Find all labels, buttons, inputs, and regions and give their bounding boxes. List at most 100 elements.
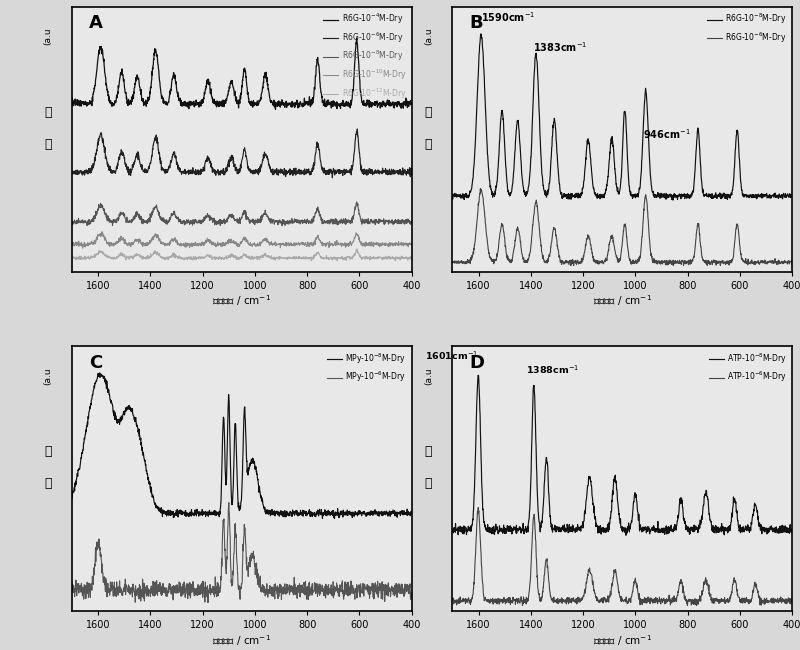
MPy-10$^{-8}$M-Dry [95, 369, 105, 377]
R6G-10$^{-8}$M-Dry [67, 218, 77, 226]
MPy-10$^{-6}$M-Dry [214, 584, 223, 592]
R6G-10$^{-10}$M-Dry [98, 227, 107, 235]
R6G-10$^{-4}$M-Dry [102, 88, 112, 96]
ATP-10$^{-8}$M-Dry [785, 529, 794, 537]
Text: 1601cm$^{-1}$: 1601cm$^{-1}$ [425, 350, 478, 362]
ATP-10$^{-8}$M-Dry [635, 521, 645, 529]
Legend: R6G-10$^{-8}$M-Dry, R6G-10$^{-6}$M-Dry: R6G-10$^{-8}$M-Dry, R6G-10$^{-6}$M-Dry [706, 10, 788, 46]
R6G-10$^{-4}$M-Dry [254, 98, 264, 105]
X-axis label: 拉曼位移 / cm$^{-1}$: 拉曼位移 / cm$^{-1}$ [212, 633, 271, 647]
MPy-10$^{-8}$M-Dry [330, 515, 339, 523]
R6G-10$^{-6}$M-Dry [400, 166, 410, 174]
R6G-10$^{-8}$M-Dry [102, 214, 112, 222]
R6G-10$^{-12}$M-Dry [102, 254, 112, 262]
R6G-10$^{-4}$M-Dry [270, 105, 280, 113]
MPy-10$^{-8}$M-Dry [214, 510, 223, 518]
Text: C: C [89, 354, 102, 372]
R6G-10$^{-10}$M-Dry [78, 244, 87, 252]
MPy-10$^{-6}$M-Dry [67, 577, 77, 585]
ATP-10$^{-6}$M-Dry [785, 595, 794, 603]
Text: 强: 强 [45, 445, 52, 458]
Text: 度: 度 [425, 138, 432, 151]
ATP-10$^{-6}$M-Dry [780, 599, 790, 607]
X-axis label: 拉曼位移 / cm$^{-1}$: 拉曼位移 / cm$^{-1}$ [593, 293, 652, 308]
R6G-10$^{-8}$M-Dry [476, 30, 486, 38]
Text: (a.u: (a.u [44, 367, 53, 385]
Line: R6G-10$^{-6}$M-Dry: R6G-10$^{-6}$M-Dry [452, 188, 792, 266]
X-axis label: 拉曼位移 / cm$^{-1}$: 拉曼位移 / cm$^{-1}$ [593, 633, 652, 647]
Text: (a.u: (a.u [424, 28, 433, 46]
ATP-10$^{-6}$M-Dry [692, 602, 702, 610]
ATP-10$^{-8}$M-Dry [780, 527, 790, 535]
MPy-10$^{-6}$M-Dry [102, 589, 112, 597]
R6G-10$^{-4}$M-Dry [400, 99, 410, 107]
R6G-10$^{-8}$M-Dry [278, 222, 287, 229]
R6G-10$^{-10}$M-Dry [214, 241, 223, 249]
R6G-10$^{-8}$M-Dry [400, 218, 410, 226]
R6G-10$^{-8}$M-Dry [447, 190, 457, 198]
R6G-10$^{-12}$M-Dry [67, 254, 77, 262]
R6G-10$^{-8}$M-Dry [254, 216, 264, 224]
R6G-10$^{-8}$M-Dry [577, 190, 586, 198]
MPy-10$^{-8}$M-Dry [255, 486, 265, 494]
Line: R6G-10$^{-6}$M-Dry: R6G-10$^{-6}$M-Dry [72, 129, 412, 178]
R6G-10$^{-10}$M-Dry [197, 241, 206, 249]
Line: R6G-10$^{-10}$M-Dry: R6G-10$^{-10}$M-Dry [72, 231, 412, 248]
MPy-10$^{-6}$M-Dry [224, 499, 234, 506]
R6G-10$^{-6}$M-Dry [475, 185, 485, 192]
R6G-10$^{-6}$M-Dry [569, 262, 578, 270]
R6G-10$^{-12}$M-Dry [213, 255, 222, 263]
R6G-10$^{-6}$M-Dry [447, 259, 457, 266]
R6G-10$^{-6}$M-Dry [102, 159, 112, 166]
R6G-10$^{-4}$M-Dry [196, 102, 206, 110]
ATP-10$^{-6}$M-Dry [787, 599, 797, 606]
R6G-10$^{-4}$M-Dry [213, 101, 222, 109]
R6G-10$^{-8}$M-Dry [404, 218, 414, 226]
R6G-10$^{-6}$M-Dry [196, 165, 206, 173]
R6G-10$^{-6}$M-Dry [213, 166, 222, 174]
R6G-10$^{-4}$M-Dry [407, 100, 417, 108]
MPy-10$^{-8}$M-Dry [400, 510, 410, 517]
MPy-10$^{-6}$M-Dry [407, 590, 417, 598]
Text: 强: 强 [425, 445, 432, 458]
R6G-10$^{-6}$M-Dry [577, 259, 586, 266]
R6G-10$^{-8}$M-Dry [352, 198, 362, 206]
R6G-10$^{-8}$M-Dry [483, 160, 493, 168]
Legend: ATP-10$^{-8}$M-Dry, ATP-10$^{-6}$M-Dry: ATP-10$^{-8}$M-Dry, ATP-10$^{-6}$M-Dry [707, 350, 788, 385]
R6G-10$^{-10}$M-Dry [407, 241, 417, 249]
R6G-10$^{-8}$M-Dry [668, 196, 678, 204]
R6G-10$^{-8}$M-Dry [594, 194, 603, 202]
Text: 度: 度 [45, 138, 52, 151]
Line: ATP-10$^{-8}$M-Dry: ATP-10$^{-8}$M-Dry [452, 375, 792, 536]
Line: ATP-10$^{-6}$M-Dry: ATP-10$^{-6}$M-Dry [452, 508, 792, 606]
MPy-10$^{-6}$M-Dry [203, 599, 213, 606]
R6G-10$^{-12}$M-Dry [254, 254, 264, 261]
Text: B: B [470, 14, 483, 32]
Line: R6G-10$^{-8}$M-Dry: R6G-10$^{-8}$M-Dry [452, 34, 792, 200]
R6G-10$^{-10}$M-Dry [255, 238, 265, 246]
R6G-10$^{-6}$M-Dry [407, 166, 417, 174]
ATP-10$^{-8}$M-Dry [594, 524, 603, 532]
R6G-10$^{-6}$M-Dry [785, 260, 794, 268]
R6G-10$^{-8}$M-Dry [780, 192, 790, 200]
R6G-10$^{-6}$M-Dry [404, 170, 414, 178]
Text: A: A [89, 14, 103, 32]
ATP-10$^{-8}$M-Dry [447, 526, 457, 534]
R6G-10$^{-6}$M-Dry [635, 253, 645, 261]
MPy-10$^{-8}$M-Dry [196, 511, 206, 519]
R6G-10$^{-8}$M-Dry [213, 218, 222, 226]
Text: (a.u: (a.u [424, 367, 433, 385]
Text: 度: 度 [425, 477, 432, 490]
R6G-10$^{-12}$M-Dry [306, 257, 316, 265]
R6G-10$^{-6}$M-Dry [787, 261, 797, 268]
R6G-10$^{-12}$M-Dry [196, 255, 206, 263]
Text: 1383cm$^{-1}$: 1383cm$^{-1}$ [534, 40, 588, 54]
Text: 强: 强 [425, 106, 432, 119]
ATP-10$^{-8}$M-Dry [483, 528, 493, 536]
ATP-10$^{-6}$M-Dry [594, 596, 603, 604]
ATP-10$^{-6}$M-Dry [474, 504, 483, 512]
R6G-10$^{-6}$M-Dry [67, 168, 77, 176]
R6G-10$^{-6}$M-Dry [328, 174, 338, 182]
Line: MPy-10$^{-6}$M-Dry: MPy-10$^{-6}$M-Dry [72, 502, 412, 603]
R6G-10$^{-6}$M-Dry [780, 259, 790, 266]
